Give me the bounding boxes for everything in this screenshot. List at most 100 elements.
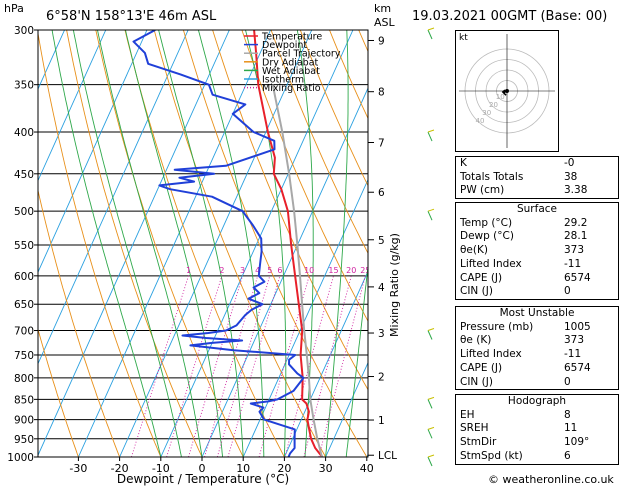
temperature-tick-label: 30 [319, 462, 333, 475]
mixing-ratio-line [258, 275, 310, 457]
dry-adiabat-line [299, 30, 368, 187]
altitude-tick-label: 4 [378, 282, 385, 294]
legend-label: Parcel Trajectory [262, 49, 341, 60]
wind-barb-staff [427, 330, 433, 340]
wet-adiabat-line [345, 261, 368, 457]
temperature-tick-label: -30 [69, 462, 87, 475]
stat-row-mu-cape: CAPE (J) 6574 [460, 361, 591, 374]
mixing-ratio-label: 20 [346, 266, 356, 275]
asl-unit-label: ASL [374, 16, 396, 29]
altitude-tick-label: 2 [378, 372, 385, 384]
location-title: 6°58'N 158°13'E 46m ASL [46, 9, 217, 24]
stat-row-surface-cape: CAPE (J) 6574 [460, 271, 591, 284]
wind-barb-flag [427, 454, 435, 458]
mixing-ratio-label: 6 [277, 266, 282, 275]
pressure-tick-label: 750 [14, 350, 34, 362]
wet-adiabat-line [51, 30, 162, 457]
hodograph-ring-label: 20 [489, 101, 498, 109]
mixing-ratio-line [318, 275, 366, 457]
wind-barb-flag [427, 328, 435, 331]
dry-adiabat-line [212, 30, 368, 391]
legend-label: Wet Adiabat [262, 66, 320, 77]
pressure-tick-label: 450 [14, 169, 34, 181]
mixing-ratio-line [130, 275, 189, 457]
x-axis-title: Dewpoint / Temperature (°C) [117, 472, 289, 486]
mixing-ratio-label: 15 [328, 266, 338, 275]
stat-row-surface-cin: CIN (J) 0 [460, 285, 571, 298]
temperature-tick-label: 20 [277, 462, 291, 475]
pressure-tick-label: 300 [14, 25, 34, 37]
mixing-ratio-axis-title: Mixing Ratio (g/kg) [388, 233, 401, 337]
wind-barb-staff [427, 29, 433, 40]
wind-barb-flag [427, 208, 435, 212]
pressure-tick-label: 550 [14, 240, 34, 252]
indices-panel: K -0 Totals Totals 38 PW (cm) 3.38 [455, 156, 619, 200]
pressure-tick-label: 600 [14, 271, 34, 283]
wind-barb-flag [427, 396, 435, 400]
legend-label: Temperature [261, 32, 322, 43]
temperature-tick-label: 10 [236, 462, 250, 475]
temperature-tick-label: -10 [152, 462, 170, 475]
pressure-tick-label: 700 [14, 326, 34, 338]
hpa-unit-label: hPa [4, 2, 24, 15]
mixing-ratio-label: 4 [255, 266, 260, 275]
mixing-ratio-line [284, 275, 334, 457]
wet-adiabat-line [197, 30, 265, 457]
hodograph-title: Hodograph [507, 395, 567, 407]
mixing-ratio-line [188, 275, 243, 457]
most-unstable-panel: Most Unstable Pressure (mb) 1005 θe (K) 37… [455, 306, 619, 391]
stat-row-stmdir: StmDir 109° [460, 436, 590, 449]
dewpoint-line [132, 30, 305, 457]
hodograph-storm-marker [505, 89, 509, 93]
mixing-ratio-label: 2 [219, 266, 224, 275]
pressure-tick-label: 900 [14, 415, 34, 427]
hodograph-ring-label: 40 [476, 117, 485, 125]
isotherm-line [38, 30, 189, 365]
mixing-ratio-label: 5 [267, 266, 272, 275]
altitude-tick-label: 3 [378, 328, 385, 340]
altitude-tick-label: 6 [378, 187, 385, 199]
hodograph-ring-label: 10 [496, 93, 505, 101]
wind-barb-flag [427, 426, 435, 430]
dry-adiabat-line [38, 327, 79, 457]
mixing-ratio-line [166, 275, 223, 457]
wind-barb-staff [427, 399, 433, 409]
legend-label: Isotherm [262, 75, 304, 86]
temperature-tick-label: 40 [360, 462, 374, 475]
isotherm-line [325, 361, 368, 457]
stat-row-surface-dewp: Dewp (°C) 28.1 [460, 230, 588, 243]
stat-row-mu-theta-e: θe (K) 373 [460, 334, 585, 347]
mixing-ratio-label: 3 [240, 266, 245, 275]
pressure-tick-label: 950 [14, 434, 34, 446]
surface-panel: Surface Temp (°C) 29.2 Dewp (°C) 28.1 θe(K… [455, 202, 619, 300]
dry-adiabat-line [38, 188, 121, 457]
pressure-tick-label: 400 [14, 127, 34, 139]
isotherm-line [283, 270, 368, 457]
pressure-tick-label: 1000 [7, 452, 34, 464]
temperature-tick-label: 0 [199, 462, 206, 475]
pressure-tick-label: 850 [14, 394, 34, 406]
wind-barb-staff [427, 429, 433, 439]
dry-adiabat-line [153, 30, 326, 457]
pressure-tick-label: 350 [14, 80, 34, 92]
stat-row-surface-lifted-index: Lifted Index -11 [460, 257, 582, 270]
stat-row-stmspd: StmSpd (kt) 6 [460, 449, 571, 462]
isotherm-line [38, 30, 230, 457]
stat-row-mu-cin: CIN (J) 0 [460, 375, 571, 388]
temperature-line [253, 30, 324, 457]
dry-adiabat-line [124, 30, 285, 457]
legend-label: Dry Adiabat [262, 57, 319, 68]
wind-barb-flag [427, 27, 435, 31]
altitude-tick-label: 1 [378, 415, 385, 427]
dry-adiabat-line [95, 30, 244, 457]
plot-frame [37, 29, 369, 458]
mixing-ratio-label: 1 [186, 266, 191, 275]
isotherm-line [160, 30, 354, 457]
wet-adiabat-line [245, 30, 287, 457]
credit-text: © weatheronline.co.uk [488, 473, 614, 486]
mixing-ratio-line [303, 275, 352, 457]
stat-row-surface-temp: Temp (°C) 29.2 [460, 216, 588, 229]
